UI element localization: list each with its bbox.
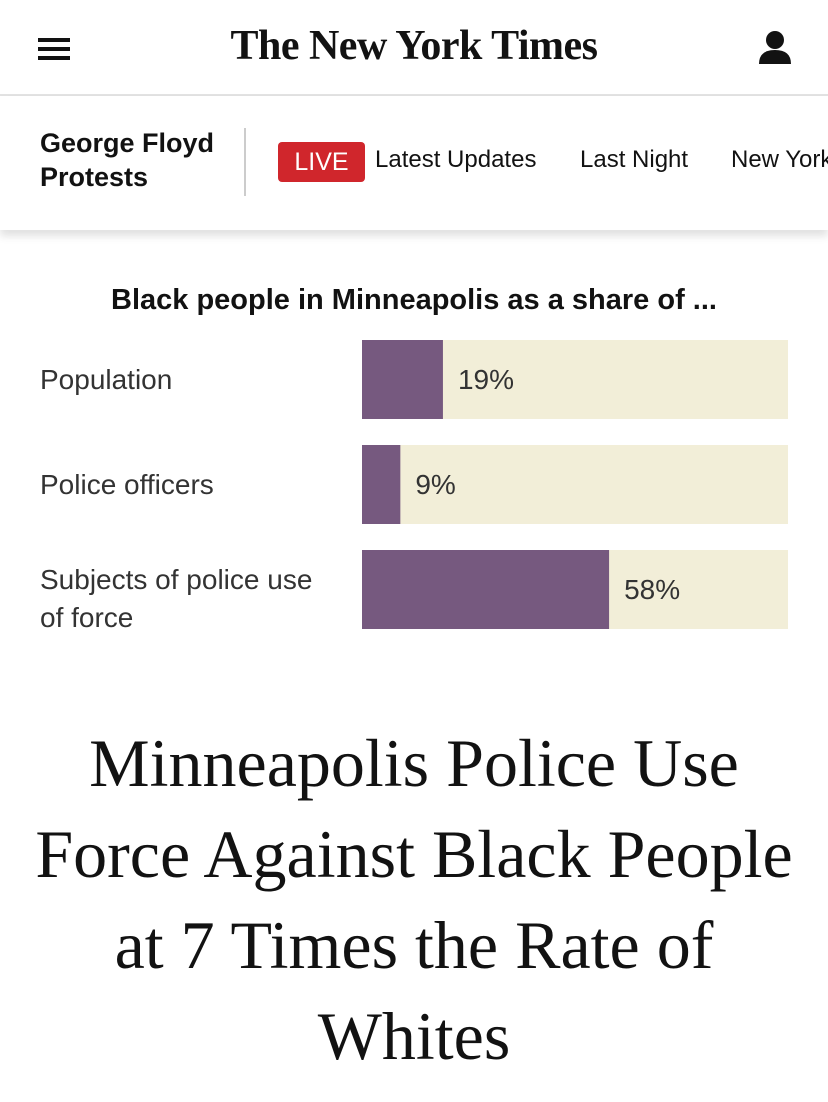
nav-link[interactable]: Latest Updates xyxy=(375,146,537,173)
section-nav: George Floyd Protests LIVE Latest Update… xyxy=(0,96,828,230)
plot: 19% 9% 58% xyxy=(362,340,788,629)
bar xyxy=(362,340,443,419)
bar xyxy=(362,445,401,524)
value-label: 9% xyxy=(415,469,455,500)
category-label: Subjects of police use of force xyxy=(40,563,313,633)
bar-track xyxy=(362,445,788,524)
top-bar: The New York Times xyxy=(0,0,828,96)
headline: Minneapolis Police Use Force Against Bla… xyxy=(35,725,793,1074)
category-label: Police officers xyxy=(40,468,214,500)
divider xyxy=(244,128,246,196)
nav-link[interactable]: Last Night xyxy=(580,146,689,173)
value-label: 19% xyxy=(458,364,514,395)
menu-icon[interactable] xyxy=(38,38,70,60)
category-label: Population xyxy=(40,363,173,395)
live-badge: LIVE xyxy=(278,142,365,182)
nav-link[interactable]: New York xyxy=(731,146,828,173)
logo[interactable]: The New York Times xyxy=(230,23,598,69)
value-label: 58% xyxy=(624,574,680,605)
chart-title: Black people in Minneapolis as a share o… xyxy=(111,284,717,316)
chart: Black people in Minneapolis as a share o… xyxy=(0,230,828,670)
section-title[interactable]: George Floyd Protests xyxy=(40,128,215,192)
account-icon[interactable] xyxy=(758,30,792,66)
bar xyxy=(362,550,610,629)
